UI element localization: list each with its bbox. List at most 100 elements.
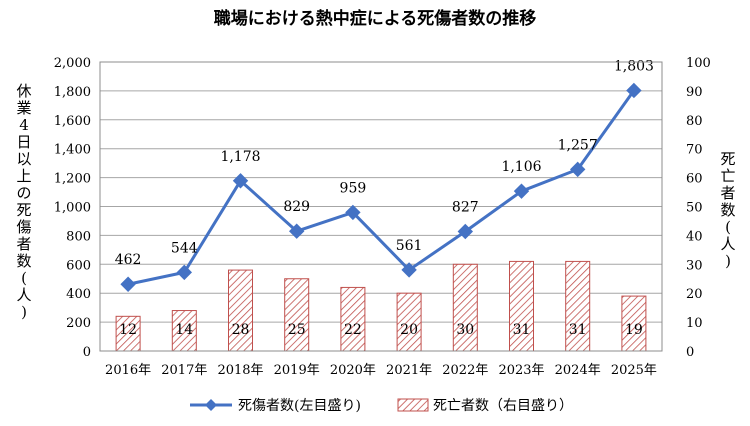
- line-point: [176, 264, 193, 281]
- line-point: [569, 161, 586, 178]
- bar-data-label: 14: [175, 322, 193, 338]
- left-axis-title-char: (: [21, 269, 27, 287]
- right-tick-label: 20: [686, 287, 703, 302]
- left-tick-label: 1,400: [54, 143, 91, 158]
- plot-frame: [99, 61, 663, 352]
- left-axis-title-char: 上: [16, 167, 31, 185]
- line-point: [513, 183, 530, 199]
- line-path: [127, 89, 636, 286]
- line-data-label: 1,178: [220, 149, 260, 165]
- left-axis-title-char: 傷: [16, 218, 31, 236]
- left-axis-title-char: 者: [16, 235, 31, 253]
- x-tick-label: 2022年: [442, 363, 488, 378]
- bar-data-label: 22: [344, 322, 362, 338]
- bar: [452, 263, 478, 352]
- left-tick-label: 600: [66, 258, 91, 273]
- legend-label-line: 死傷者数(左目盛り): [238, 398, 361, 414]
- bar-series: 12 14 28 25 22 20 30 31 31 19: [115, 260, 647, 352]
- line-data-label: 959: [340, 180, 367, 196]
- line-data-label: 1,106: [501, 159, 541, 175]
- bar-data-label: 28: [232, 322, 250, 338]
- left-axis-title-char: 人: [16, 286, 31, 304]
- line-point: [457, 223, 474, 240]
- line-point: [232, 173, 249, 189]
- bar: [340, 286, 366, 352]
- x-tick-label: 2023年: [498, 363, 544, 378]
- left-tick-label: 1,600: [54, 114, 91, 129]
- x-tick-label: 2018年: [217, 363, 263, 378]
- left-tick-label: 1,000: [54, 201, 91, 216]
- x-tick-label: 2025年: [611, 363, 657, 378]
- left-axis-title-char: 業: [16, 99, 31, 117]
- right-tick-label: 70: [686, 143, 703, 158]
- right-tick-label: 100: [686, 56, 711, 71]
- right-tick-label: 40: [686, 229, 703, 244]
- right-axis-title-char: ): [725, 252, 731, 270]
- left-axis-title-char: ): [21, 303, 27, 321]
- x-tick-label: 2024年: [555, 363, 601, 378]
- legend-bar-swatch: [397, 398, 429, 412]
- left-tick-label: 200: [66, 316, 91, 331]
- right-tick-label: 80: [686, 114, 703, 129]
- left-axis-title-char: 休: [16, 82, 31, 100]
- right-tick-label: 30: [686, 258, 703, 273]
- line-data-label: 829: [283, 199, 310, 215]
- x-tick-label: 2020年: [330, 363, 376, 378]
- x-tick-label: 2017年: [161, 363, 207, 378]
- legend: 死傷者数(左目盛り) 死亡者数（右目盛り）: [190, 398, 573, 414]
- right-tick-label: 50: [686, 201, 703, 216]
- line-data-label: 544: [171, 240, 198, 256]
- line-point: [345, 204, 361, 221]
- left-axis-title-char: 以: [16, 150, 31, 168]
- right-tick-label: 0: [686, 345, 694, 360]
- line-data-label: 462: [115, 252, 142, 268]
- right-tick-label: 10: [686, 316, 703, 331]
- bar-data-label: 25: [288, 322, 306, 338]
- bar-data-label: 31: [569, 322, 587, 338]
- right-axis-title-char: 亡: [720, 167, 735, 185]
- right-axis-title-char: 数: [720, 201, 735, 219]
- bar: [171, 310, 197, 352]
- right-tick-label: 90: [686, 85, 703, 100]
- legend-label-bar: 死亡者数（右目盛り）: [433, 398, 573, 414]
- x-tick-label: 2016年: [105, 363, 151, 378]
- line-point: [120, 276, 136, 292]
- left-axis-title-char: の: [16, 184, 31, 202]
- line-data-label: 1,257: [558, 137, 598, 153]
- axes: 02004006008001,0001,2001,4001,6001,8002,…: [16, 56, 735, 378]
- bar: [621, 295, 647, 352]
- left-tick-label: 0: [83, 345, 91, 360]
- line-data-label: 1,803: [614, 58, 654, 74]
- x-tick-label: 2021年: [386, 363, 432, 378]
- line-series: 462 544 1,178 829 959 561 827 1,106 1,257 1,803: [115, 58, 654, 292]
- bar-data-label: 30: [456, 322, 474, 338]
- line-data-label: 561: [396, 238, 423, 254]
- left-axis-title-char: 4: [19, 116, 29, 134]
- right-axis-title-char: 人: [720, 235, 735, 253]
- right-axis-title-char: 死: [720, 150, 735, 168]
- bar-data-label: 31: [513, 322, 531, 338]
- left-tick-label: 1,800: [54, 85, 91, 100]
- right-tick-label: 60: [686, 172, 703, 187]
- bar: [509, 260, 534, 352]
- bar-data-label: 12: [119, 322, 137, 338]
- bar: [396, 292, 422, 352]
- line-point: [626, 82, 642, 99]
- right-axis-title-char: 者: [720, 184, 735, 202]
- bar-data-label: 19: [625, 322, 643, 338]
- left-tick-label: 800: [66, 229, 91, 244]
- x-tick-label: 2019年: [274, 363, 320, 378]
- chart-title: 職場における熱中症による死傷者数の推移: [214, 8, 537, 29]
- left-axis-title-char: 日: [16, 133, 31, 151]
- legend-marker-swatch: [205, 399, 217, 411]
- left-tick-label: 1,200: [54, 172, 91, 187]
- line-data-label: 827: [452, 199, 479, 215]
- left-axis-title-char: 数: [16, 252, 31, 270]
- right-axis-title-char: (: [725, 218, 731, 236]
- left-tick-label: 400: [66, 287, 91, 302]
- bar: [228, 269, 253, 352]
- bar-data-label: 20: [400, 322, 418, 338]
- bar: [284, 278, 310, 352]
- left-tick-label: 2,000: [54, 56, 91, 71]
